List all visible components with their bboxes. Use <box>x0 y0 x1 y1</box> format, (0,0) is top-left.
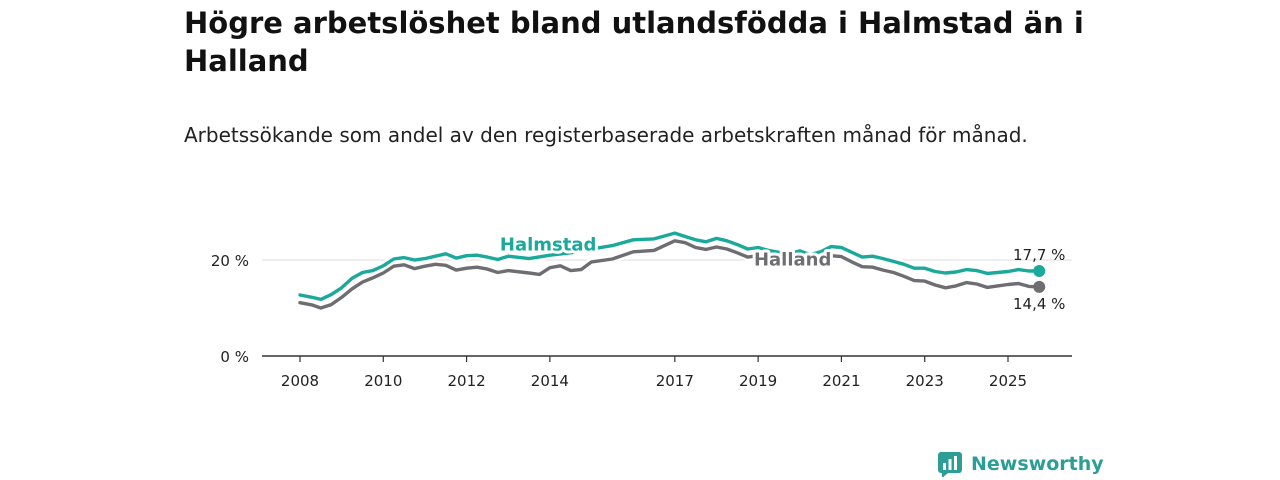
series-end-label-halmstad: 17,7 % <box>1013 246 1065 264</box>
brand-name: Newsworthy <box>971 453 1104 475</box>
x-tick-label: 2025 <box>989 372 1027 390</box>
x-tick-label: 2019 <box>739 372 777 390</box>
line-chart: 0 % 20 % 2008 2010 2012 2014 2017 2019 2021 2023 2… <box>210 231 1072 390</box>
series-label-halmstad: Halmstad <box>500 234 597 255</box>
chart-subtitle: Arbetssökande som andel av den registerb… <box>184 123 1028 147</box>
x-tick-label: 2010 <box>364 372 402 390</box>
x-tick-label: 2012 <box>447 372 485 390</box>
x-tick-label: 2014 <box>531 372 569 390</box>
y-tick-label: 0 % <box>220 348 249 366</box>
chart-title: Högre arbetslöshet bland utlandsfödda i … <box>184 6 1084 78</box>
x-tick-label: 2008 <box>281 372 319 390</box>
series-line-halmstad <box>298 231 1041 302</box>
series-label-halland: Halland <box>754 249 831 270</box>
brand-logo[interactable]: Newsworthy <box>937 449 1104 479</box>
x-tick-label: 2023 <box>906 372 944 390</box>
series-halo-halland <box>296 236 1044 312</box>
series-endpoint-halmstad <box>1033 265 1046 278</box>
newsworthy-logo-icon <box>938 452 962 477</box>
y-tick-label: 20 % <box>211 252 249 270</box>
series-line-halland <box>298 239 1041 310</box>
x-tick-label: 2017 <box>656 372 694 390</box>
series-end-label-halland: 14,4 % <box>1013 295 1065 313</box>
x-tick-label: 2021 <box>822 372 860 390</box>
series-endpoint-halland <box>1033 280 1046 293</box>
